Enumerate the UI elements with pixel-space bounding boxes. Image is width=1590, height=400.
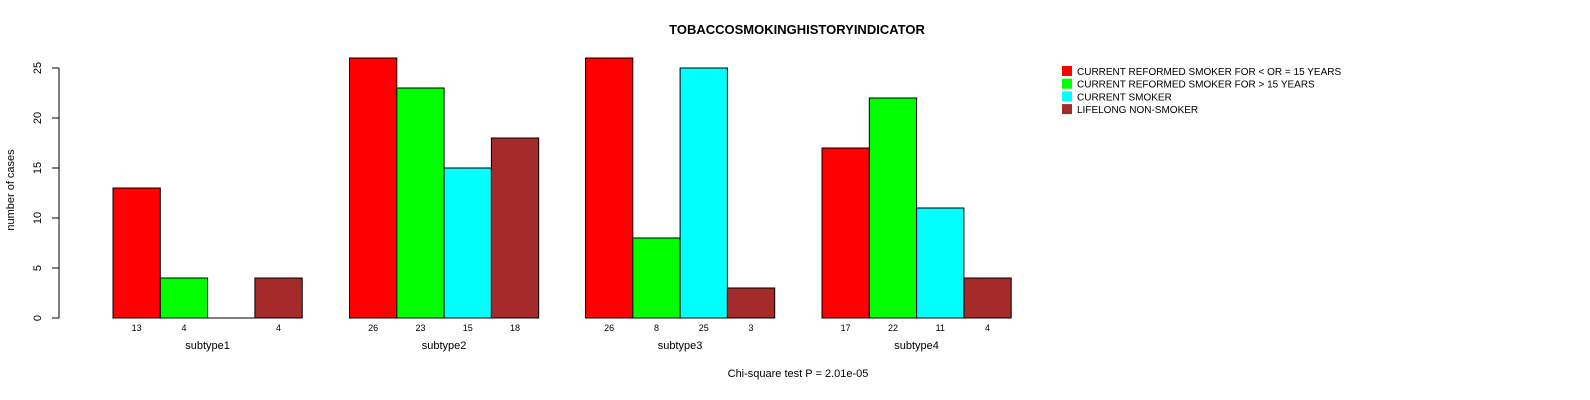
chi-square-footnote: Chi-square test P = 2.01e-05 — [728, 368, 869, 380]
y-tick-label: 10 — [32, 212, 44, 224]
bar — [726, 287, 776, 319]
value-labels: 13 4 4 26 23 15 18 26 8 25 3 17 22 11 4 — [132, 323, 990, 333]
bar-value-label: 22 — [888, 323, 898, 333]
bar — [443, 167, 492, 319]
bar-value-label: 23 — [415, 323, 425, 333]
bar — [963, 277, 1012, 319]
bar-value-label: 13 — [132, 323, 142, 333]
bar-value-label: 15 — [463, 323, 473, 333]
legend-label: LIFELONG NON-SMOKER — [1077, 105, 1198, 116]
x-category-label: subtype4 — [894, 340, 939, 352]
bar-value-label: 26 — [368, 323, 378, 333]
y-tick-label: 0 — [32, 315, 44, 321]
legend-swatch — [1062, 78, 1072, 89]
y-tick-label: 20 — [32, 112, 44, 124]
bar-value-label: 25 — [699, 323, 709, 333]
legend-label: CURRENT REFORMED SMOKER FOR > 15 YEARS — [1077, 80, 1315, 91]
x-category-label: subtype1 — [185, 340, 230, 352]
bar-value-label: 4 — [181, 323, 186, 333]
bar — [585, 57, 634, 319]
bar — [868, 97, 918, 319]
bar-value-label: 11 — [936, 323, 945, 333]
legend-swatch — [1062, 104, 1072, 115]
legend-swatch — [1062, 66, 1072, 76]
bar-value-label: 26 — [604, 323, 614, 333]
y-axis-label: number of cases — [5, 149, 17, 231]
bar — [916, 207, 965, 319]
bar-value-label: 8 — [654, 323, 659, 333]
x-category-label: subtype3 — [658, 340, 703, 352]
group-labels: subtype1 subtype2 subtype3 subtype4 — [185, 340, 939, 352]
bar — [112, 187, 161, 319]
bar-value-label: 4 — [985, 323, 990, 333]
bar-value-label: 18 — [510, 323, 520, 333]
bar — [821, 147, 870, 319]
x-category-label: subtype2 — [422, 340, 467, 352]
legend-swatch — [1062, 91, 1072, 102]
bar-value-label: 3 — [749, 323, 754, 333]
bar — [632, 237, 681, 319]
bar-value-label: 4 — [276, 323, 281, 333]
bar-value-label: 17 — [841, 323, 851, 333]
y-axis: 0 5 10 15 20 25 — [32, 62, 60, 321]
y-tick-label: 5 — [32, 265, 44, 271]
bars — [112, 57, 1012, 319]
bar — [396, 87, 445, 319]
legend-label: CURRENT SMOKER — [1077, 92, 1172, 103]
y-tick-label: 15 — [32, 162, 44, 174]
bar — [159, 277, 209, 319]
bar — [349, 57, 398, 319]
bar — [679, 67, 728, 319]
bar — [490, 137, 540, 319]
y-tick-label: 25 — [32, 62, 44, 74]
legend: CURRENT REFORMED SMOKER FOR < OR = 15 YE… — [1062, 66, 1341, 116]
bar — [254, 277, 303, 319]
chart-title: TOBACCOSMOKINGHISTORYINDICATOR — [669, 22, 925, 37]
legend-label: CURRENT REFORMED SMOKER FOR < OR = 15 YE… — [1077, 67, 1341, 78]
